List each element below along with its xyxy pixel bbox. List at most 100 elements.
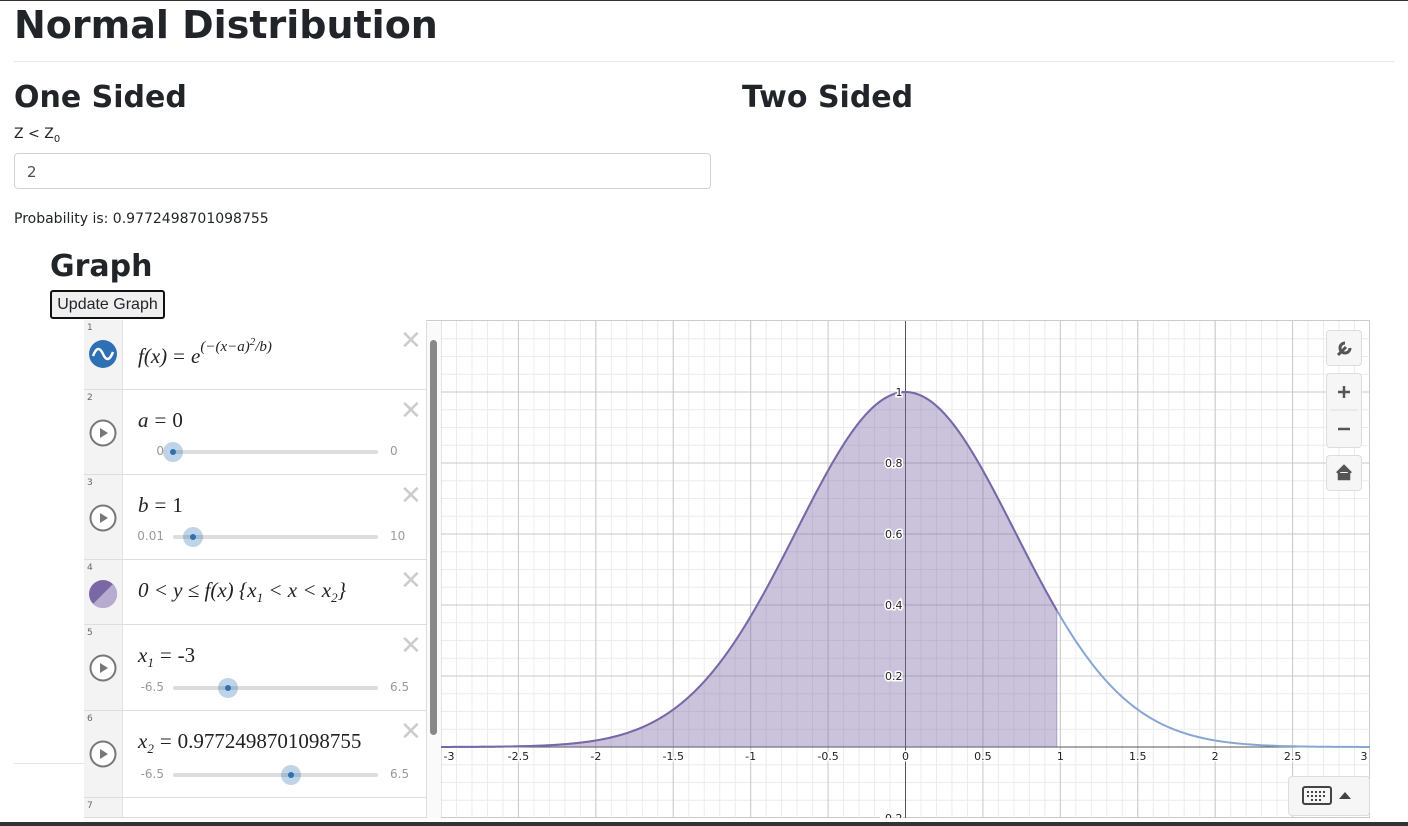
expression-row: 4 ✕ 0 < y ≤ f(x) {x1 < x < x2} bbox=[84, 560, 426, 625]
slider-max: 6.5 bbox=[390, 767, 410, 781]
region-half bbox=[93, 584, 118, 609]
row-gutter: 3 bbox=[84, 475, 123, 559]
row-gutter: 7 bbox=[84, 798, 123, 817]
scroll-thumb[interactable] bbox=[430, 340, 437, 735]
operator: = bbox=[159, 643, 172, 667]
math-expression: 0 < y ≤ f(x) {x1 < x < x2} bbox=[138, 578, 346, 606]
thumb-dot bbox=[190, 534, 197, 540]
play-triangle bbox=[100, 663, 108, 673]
graph-heading: Graph bbox=[50, 249, 153, 284]
row-icon[interactable] bbox=[88, 418, 118, 448]
expression-row: 6 ✕ x2 = 0.9772498701098755 -6.5 6.5 bbox=[84, 711, 426, 798]
divider bbox=[14, 763, 84, 764]
math-expression: b = 1 bbox=[138, 493, 183, 518]
row-gutter: 6 bbox=[84, 711, 123, 797]
row-icon[interactable] bbox=[88, 503, 118, 533]
row-number: 5 bbox=[87, 628, 93, 638]
page-title: Normal Distribution bbox=[14, 3, 438, 47]
math-expression: f(x) = e(−(x−a)2/b) bbox=[138, 336, 272, 369]
slider-thumb[interactable] bbox=[218, 678, 239, 698]
operator: = bbox=[173, 344, 185, 368]
slider-min: 0 bbox=[156, 444, 164, 458]
scrollbar[interactable] bbox=[426, 322, 441, 818]
slider-max: 10 bbox=[390, 529, 406, 543]
math-expression: x2 = 0.9772498701098755 bbox=[138, 729, 361, 757]
row-icon[interactable] bbox=[88, 653, 118, 683]
x-tick-label: 1.5 bbox=[1129, 750, 1147, 763]
delete-button[interactable]: ✕ bbox=[400, 566, 422, 596]
zoom-buttons[interactable] bbox=[1326, 373, 1362, 448]
row-icon[interactable] bbox=[88, 579, 118, 609]
slider-max: 0 bbox=[390, 444, 398, 458]
slider-track bbox=[173, 535, 378, 539]
slider-min: -6.5 bbox=[140, 680, 164, 694]
row-gutter: 4 bbox=[84, 560, 123, 624]
slider-max: 6.5 bbox=[390, 680, 410, 694]
row-number: 1 bbox=[87, 323, 93, 333]
slider-track bbox=[173, 773, 378, 777]
x-tick-label: -0.5 bbox=[817, 750, 838, 763]
update-graph-button[interactable]: Update Graph bbox=[50, 290, 165, 319]
lhs: a bbox=[138, 408, 149, 432]
x-tick-label: -3 bbox=[444, 750, 455, 763]
row-gutter: 1 bbox=[84, 320, 123, 389]
row-gutter: 2 bbox=[84, 390, 123, 474]
thumb-dot bbox=[287, 772, 294, 778]
delete-button[interactable]: ✕ bbox=[400, 481, 422, 511]
settings-button[interactable] bbox=[1326, 330, 1362, 366]
row-icon[interactable] bbox=[88, 339, 118, 369]
lhs: b bbox=[138, 493, 149, 517]
slider-track bbox=[173, 686, 378, 690]
operator: = bbox=[154, 408, 167, 432]
wave bbox=[91, 347, 115, 361]
row-number: 3 bbox=[87, 478, 93, 488]
input-label: Z < Z0 bbox=[14, 126, 60, 145]
math-part: 1 bbox=[256, 590, 264, 605]
math-part: 0 < y ≤ f(x) {x bbox=[138, 578, 257, 602]
probability-result: Probability is: 0.9772498701098755 bbox=[14, 211, 269, 227]
label-subscript: 0 bbox=[53, 133, 61, 145]
shaded-region bbox=[441, 392, 1057, 747]
home-icon bbox=[1336, 464, 1352, 481]
delete-button[interactable]: ✕ bbox=[400, 326, 422, 356]
slider-thumb[interactable] bbox=[163, 442, 183, 462]
x-tick-label: 0.5 bbox=[974, 750, 992, 763]
base: e bbox=[191, 344, 201, 368]
section-heading: One Sided bbox=[14, 80, 187, 115]
thumb-dot bbox=[225, 685, 232, 691]
x-tick-label: 1 bbox=[1057, 750, 1064, 763]
lhs: x bbox=[138, 729, 148, 753]
math-part: < x < x bbox=[263, 578, 332, 602]
y-tick-label: 0.6 bbox=[885, 528, 903, 541]
x-tick-label: 0 bbox=[902, 750, 909, 763]
slider-thumb[interactable] bbox=[183, 527, 204, 547]
exponent-power: 2 bbox=[249, 336, 256, 348]
delete-button[interactable]: ✕ bbox=[400, 396, 422, 426]
z-input[interactable]: 2 bbox=[14, 153, 711, 189]
delete-button[interactable]: ✕ bbox=[400, 717, 422, 747]
rhs: 0.9772498701098755 bbox=[177, 729, 362, 753]
home-button[interactable] bbox=[1326, 455, 1362, 491]
slider-track bbox=[173, 450, 378, 454]
zoom-icons bbox=[1330, 386, 1358, 431]
keyboard-button[interactable] bbox=[1288, 776, 1370, 816]
y-tick-label: 0.8 bbox=[885, 457, 903, 470]
lhs: x bbox=[138, 643, 148, 667]
expression-row: 1 ✕ f(x) = e(−(x−a)2/b) bbox=[84, 320, 426, 390]
label-text: Z < Z bbox=[14, 126, 54, 142]
x-tick-label: -2 bbox=[590, 750, 601, 763]
slider-thumb[interactable] bbox=[280, 765, 301, 785]
row-gutter: 5 bbox=[84, 625, 123, 710]
x-tick-label: 2 bbox=[1212, 750, 1219, 763]
rhs: -3 bbox=[177, 643, 196, 667]
x-tick-label: 3 bbox=[1361, 750, 1368, 763]
lhs-subscript: 2 bbox=[147, 741, 154, 756]
x-tick-label: -1.5 bbox=[663, 750, 684, 763]
row-icon[interactable] bbox=[88, 739, 118, 769]
expression-row: 7 bbox=[84, 798, 426, 818]
row-number: 4 bbox=[87, 563, 93, 573]
expression-row: 2 ✕ a = 0 0 0 bbox=[84, 390, 426, 475]
exponent: (−(x−a)2/b) bbox=[200, 336, 272, 355]
delete-button[interactable]: ✕ bbox=[400, 631, 422, 661]
